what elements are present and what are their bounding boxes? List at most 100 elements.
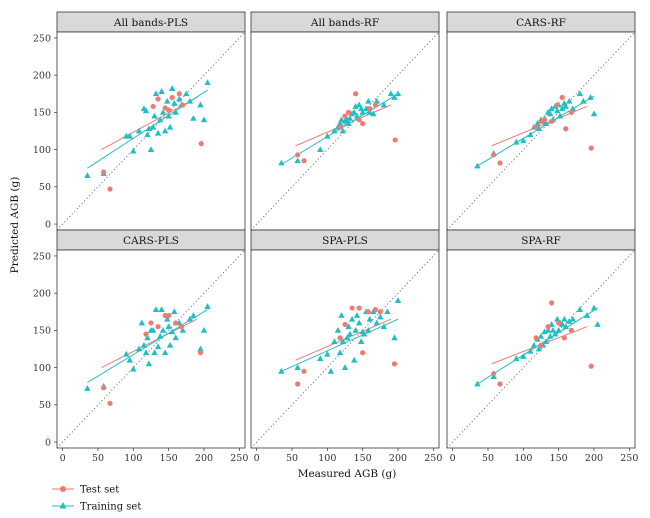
training-point	[338, 312, 345, 318]
training-point	[339, 338, 347, 344]
training-point	[278, 159, 285, 166]
training-point	[135, 345, 143, 352]
fit-line	[477, 307, 598, 385]
test-point	[169, 94, 175, 101]
training-point	[123, 350, 130, 357]
x-tick-label: 250	[424, 453, 442, 464]
training-point	[554, 107, 561, 114]
x-tick-label: 150	[160, 453, 178, 464]
training-point	[200, 326, 208, 333]
training-point	[149, 326, 157, 333]
y-tick-label: 200	[33, 288, 51, 299]
training-point	[474, 380, 481, 387]
training-point	[583, 312, 591, 318]
training-point	[166, 341, 174, 348]
training-point	[556, 112, 564, 119]
training-point	[190, 312, 197, 318]
test-point	[176, 91, 182, 97]
legend-train-label: Training set	[80, 502, 141, 513]
fit-line	[87, 309, 208, 383]
training-point	[520, 137, 527, 144]
y-tick-label: 50	[39, 400, 51, 411]
x-tick-label: 200	[585, 453, 603, 464]
test-point	[554, 102, 560, 108]
x-tick-label: 50	[92, 453, 104, 464]
test-point	[497, 160, 503, 166]
chart-panel: CARS-PLS	[54, 229, 246, 451]
test-point	[180, 102, 186, 108]
training-point	[373, 97, 381, 104]
x-axis-title: Measured AGB (g)	[298, 468, 397, 480]
training-point	[341, 364, 349, 371]
training-point	[365, 326, 372, 333]
training-point	[171, 100, 178, 106]
training-point	[549, 326, 557, 333]
training-point	[360, 330, 368, 337]
training-point	[161, 127, 169, 134]
test-point	[491, 370, 497, 377]
training-point	[370, 308, 377, 315]
test-point	[356, 305, 362, 311]
training-point	[176, 95, 183, 102]
training-point	[151, 349, 158, 356]
training-point	[348, 315, 356, 322]
training-point	[171, 308, 178, 315]
training-point	[391, 94, 398, 100]
test-point	[360, 350, 366, 356]
test-point	[533, 124, 539, 130]
training-point	[138, 319, 146, 326]
training-point	[169, 85, 176, 91]
panel-title: CARS-PLS	[123, 235, 179, 247]
test-point	[198, 141, 204, 147]
training-point	[345, 323, 352, 330]
training-point	[520, 353, 527, 359]
y-tick-label: 200	[33, 70, 51, 81]
y-tick-label: 0	[45, 219, 51, 230]
training-point	[278, 367, 285, 374]
training-point	[569, 105, 577, 112]
test-point	[372, 306, 378, 313]
training-point	[474, 162, 481, 169]
training-point	[84, 172, 91, 179]
test-point	[561, 335, 567, 341]
test-point	[377, 309, 383, 315]
test-point	[545, 324, 551, 330]
test-point	[166, 107, 172, 113]
training-point	[164, 315, 171, 322]
panel-title: All bands-RF	[310, 17, 379, 29]
test-point	[353, 91, 359, 97]
training-point	[336, 120, 344, 126]
training-point	[387, 90, 395, 97]
test-point	[367, 106, 373, 112]
training-point	[534, 120, 541, 126]
test-point	[392, 137, 398, 143]
test-point	[549, 300, 555, 306]
training-point	[380, 323, 388, 330]
chart-panel: SPA-RF	[446, 229, 636, 451]
training-point	[336, 349, 344, 356]
x-tick-label: 250	[230, 453, 248, 464]
training-point	[590, 110, 598, 117]
training-point	[158, 306, 165, 312]
training-point	[527, 131, 534, 138]
training-point	[345, 120, 352, 126]
x-tick-label: 100	[124, 453, 142, 464]
training-point	[365, 97, 372, 104]
y-tick-label: 0	[45, 437, 51, 448]
training-point	[554, 315, 561, 322]
test-point	[155, 96, 161, 102]
training-point	[548, 105, 555, 112]
training-point	[352, 103, 359, 109]
x-tick-label: 50	[482, 453, 494, 464]
training-point	[527, 347, 534, 354]
test-point	[295, 381, 301, 387]
test-point	[173, 320, 179, 326]
training-point	[130, 365, 137, 372]
training-point	[204, 303, 211, 309]
training-point	[355, 101, 363, 108]
training-point	[158, 88, 165, 94]
training-point	[147, 146, 155, 153]
fit-line	[477, 95, 595, 167]
training-point	[204, 79, 211, 86]
